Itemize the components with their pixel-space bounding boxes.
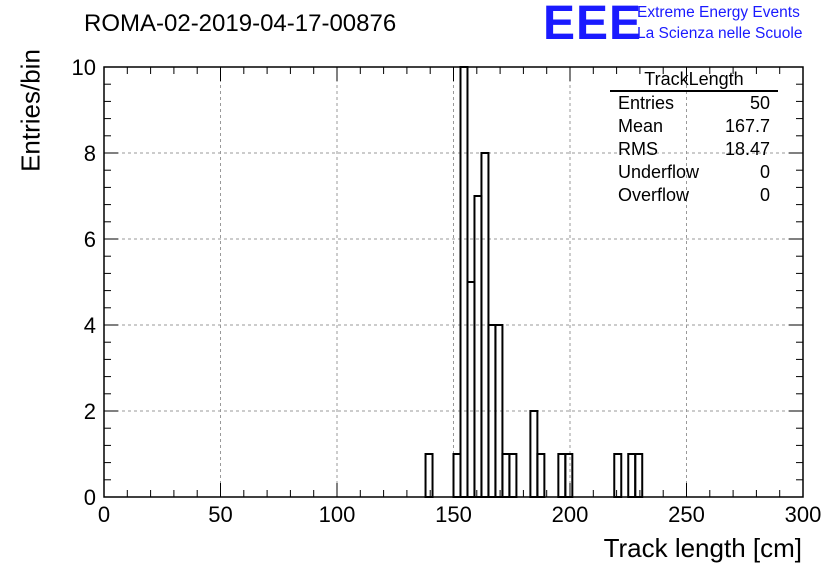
histogram-bin <box>634 453 644 498</box>
y-tick-label: 4 <box>84 313 96 338</box>
stats-row-mean: Mean 167.7 <box>610 115 778 138</box>
stats-row-underflow: Underflow 0 <box>610 161 778 184</box>
histogram-bin <box>452 453 462 498</box>
logo-line-1: Extreme Energy Events <box>637 4 800 21</box>
x-tick-label: 50 <box>208 502 232 527</box>
x-tick-label: 0 <box>98 502 110 527</box>
histogram-bin <box>557 453 567 498</box>
histogram-bin <box>459 66 469 498</box>
x-axis-label: Track length [cm] <box>603 533 802 563</box>
stats-label: Mean <box>618 116 664 136</box>
stats-label: Entries <box>618 93 675 113</box>
y-tick-label: 2 <box>84 399 96 424</box>
histogram-bin <box>529 410 539 498</box>
stats-box: TrackLength Entries 50 Mean 167.7 RMS 18… <box>610 68 778 207</box>
eee-logo: EEE <box>543 0 643 50</box>
stats-label: Underflow <box>618 162 700 182</box>
x-tick-label: 150 <box>435 502 472 527</box>
stats-value: 50 <box>749 93 770 113</box>
stats-value: 167.7 <box>724 116 770 136</box>
y-tick-label: 0 <box>84 485 96 510</box>
plot-title: ROMA-02-2019-04-17-00876 <box>84 10 397 37</box>
stats-row-rms: RMS 18.47 <box>610 138 778 161</box>
y-tick-label: 6 <box>84 227 96 252</box>
x-tick-label: 300 <box>785 502 822 527</box>
histogram-bin <box>466 281 476 498</box>
logo-line-2: La Scienza nelle Scuole <box>637 25 803 42</box>
y-tick-label: 8 <box>84 141 96 166</box>
histogram-bin <box>564 453 574 498</box>
y-axis-label: Entries/bin <box>15 49 46 172</box>
stats-value: 0 <box>759 162 770 182</box>
histogram-bin <box>424 453 434 498</box>
histogram-bin <box>627 453 637 498</box>
x-tick-label: 200 <box>552 502 589 527</box>
x-tick-label: 250 <box>668 502 705 527</box>
stats-label: Overflow <box>618 185 690 205</box>
stats-title: TrackLength <box>610 68 778 92</box>
stats-label: RMS <box>618 139 658 159</box>
y-tick-label: 10 <box>72 55 96 80</box>
stats-row-entries: Entries 50 <box>610 92 778 115</box>
histogram-bin <box>508 453 518 498</box>
stats-row-overflow: Overflow 0 <box>610 184 778 207</box>
plot-frame <box>103 66 804 498</box>
histogram-bin <box>613 453 623 498</box>
histogram-bin <box>473 195 483 498</box>
histogram-bin <box>536 453 546 498</box>
stats-value: 18.47 <box>724 139 770 159</box>
stats-value: 0 <box>759 185 770 205</box>
histogram-bin <box>501 453 511 498</box>
x-tick-label: 100 <box>319 502 356 527</box>
